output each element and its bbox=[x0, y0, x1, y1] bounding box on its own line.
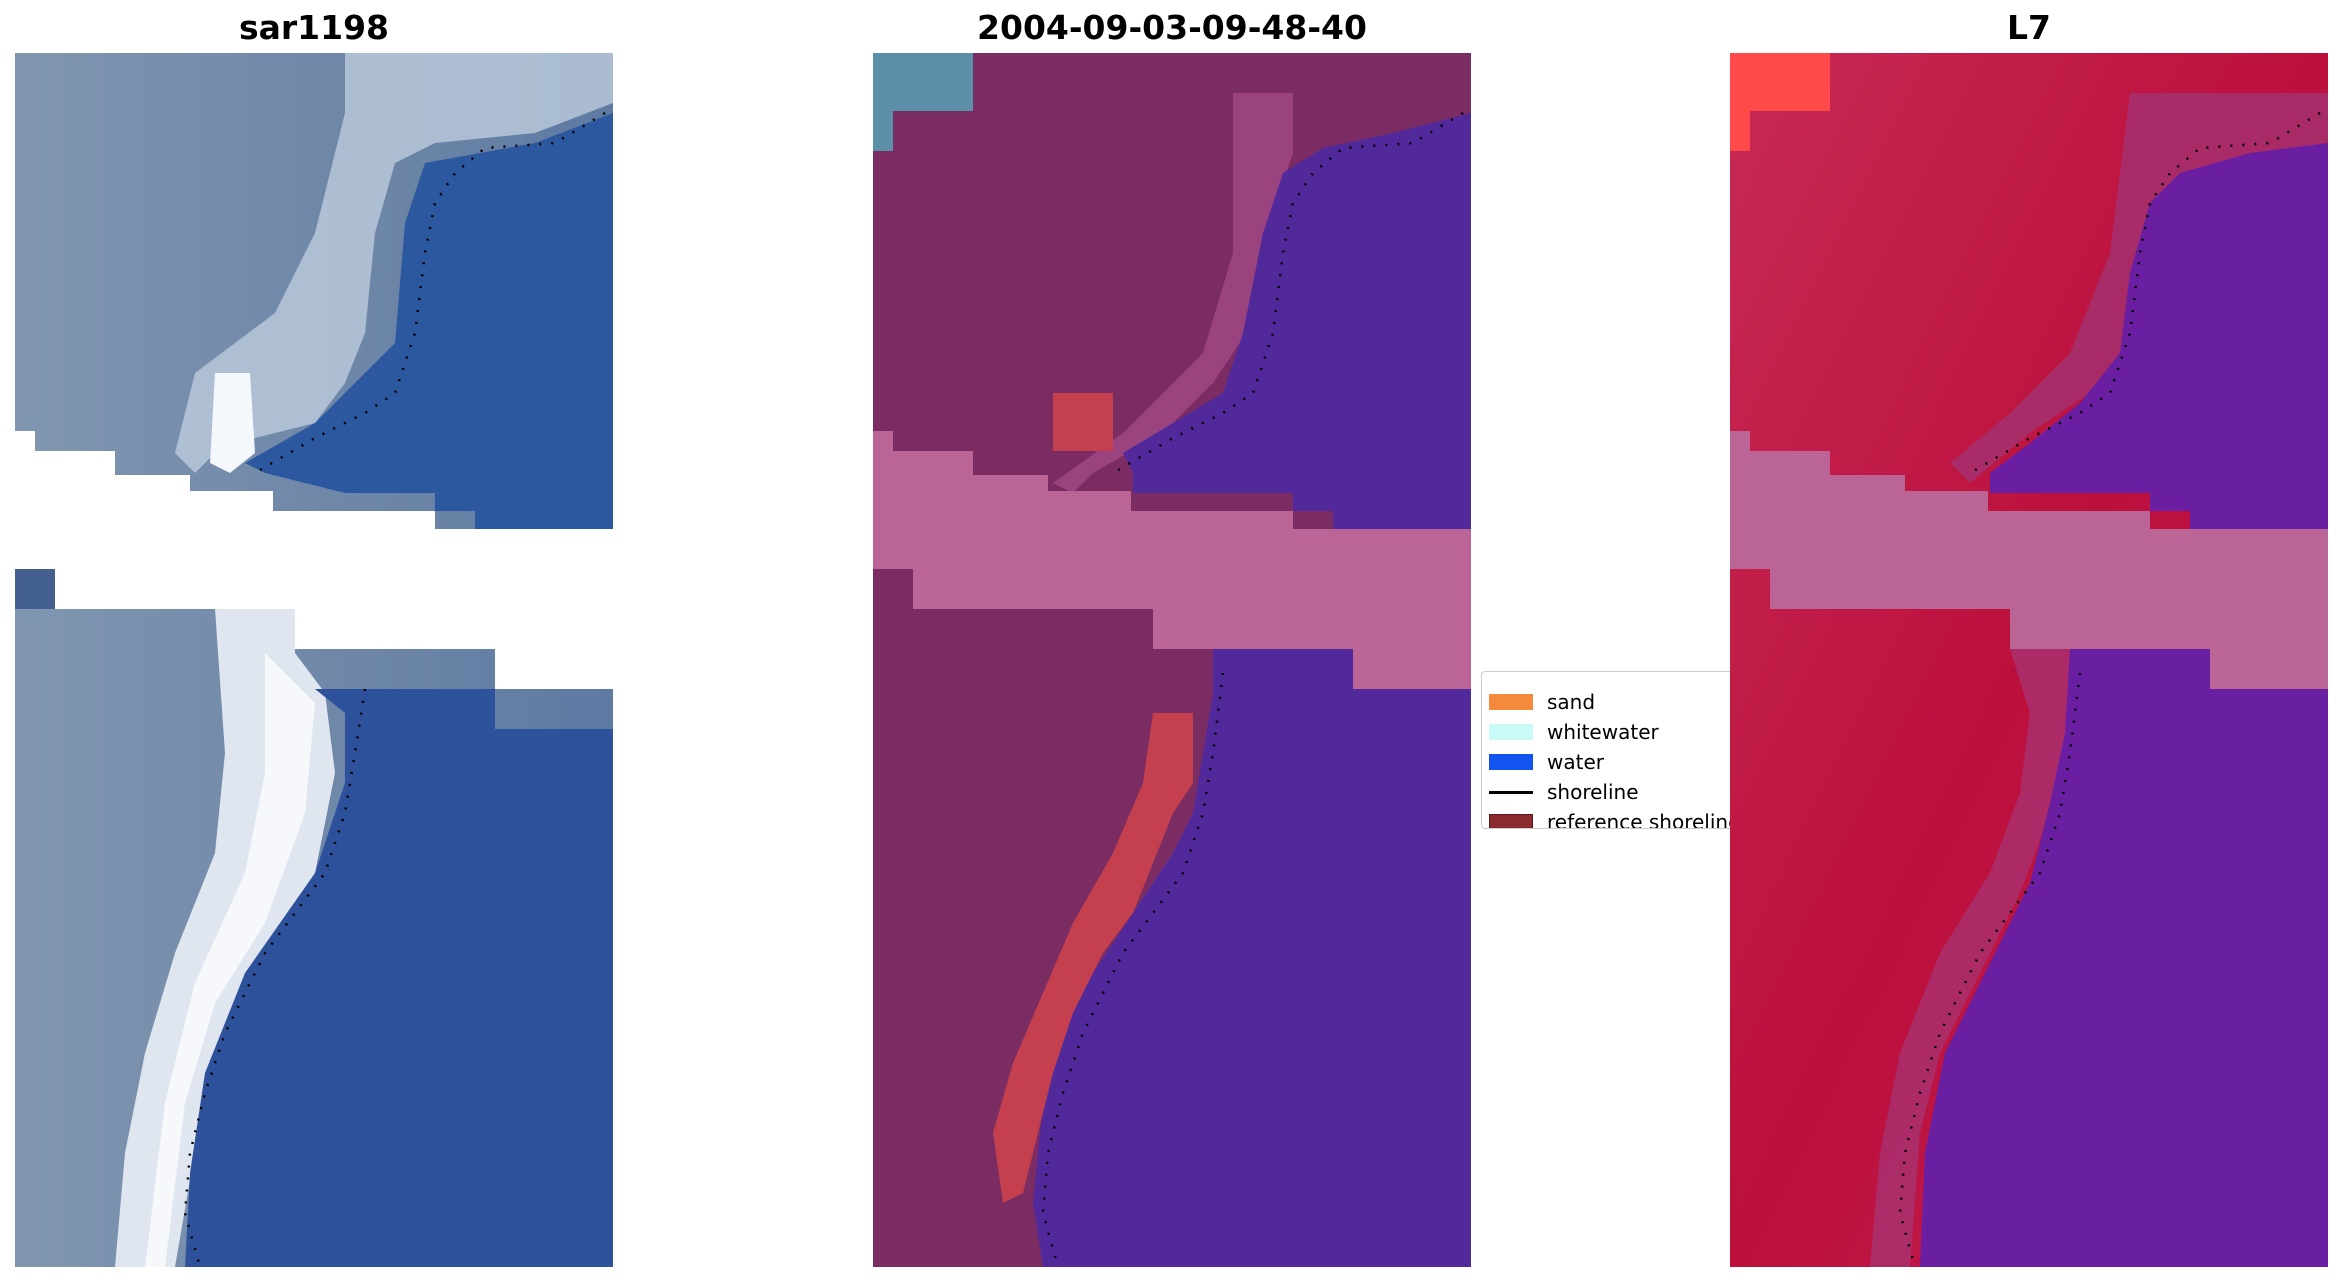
ndwi-panel bbox=[1730, 53, 2328, 1267]
ndwi-corner-2 bbox=[1730, 111, 1750, 151]
rgb-water-bottom bbox=[185, 689, 613, 1267]
legend-swatch-sand bbox=[1489, 694, 1533, 710]
class-water-top bbox=[1123, 113, 1471, 529]
rgb-whitewater-top bbox=[175, 53, 613, 473]
rgb-whitewater-bright bbox=[210, 373, 255, 473]
legend-label-water: water bbox=[1547, 750, 1604, 774]
panel-title-rgb: sar1198 bbox=[238, 8, 390, 47]
panel-title-classification: 2004-09-03-09-48-40 bbox=[977, 8, 1367, 47]
rgb-whitewater-core bbox=[145, 653, 315, 1267]
class-water-bottom bbox=[1033, 649, 1471, 1267]
legend-line-shoreline bbox=[1489, 791, 1533, 794]
legend-swatch-whitewater bbox=[1489, 724, 1533, 740]
legend-swatch-water bbox=[1489, 754, 1533, 770]
rgb-nodata-gap bbox=[15, 431, 613, 689]
class-corner bbox=[873, 53, 973, 111]
panel-title-ndwi: L7 bbox=[2007, 8, 2051, 47]
legend-label-reference-shoreline: reference shoreline bbox=[1547, 810, 1730, 829]
rgb-land-bottom bbox=[15, 569, 55, 609]
ndwi-shoreline-bottom bbox=[1898, 672, 2082, 1267]
class-shoreline-bottom bbox=[1041, 672, 1225, 1267]
class-reference-top bbox=[1053, 393, 1113, 451]
legend-label-whitewater: whitewater bbox=[1547, 720, 1659, 744]
rgb-image-panel bbox=[15, 53, 613, 1267]
rgb-water-top bbox=[245, 113, 613, 529]
ndwi-corner bbox=[1730, 53, 1830, 111]
legend-label-sand: sand bbox=[1547, 690, 1596, 714]
legend-label-shoreline: shoreline bbox=[1547, 780, 1639, 804]
legend: sand whitewater water shoreline referenc… bbox=[1481, 671, 1730, 829]
ndwi-water-top bbox=[1990, 143, 2328, 529]
class-corner-2 bbox=[873, 111, 893, 151]
class-cloud-mask bbox=[873, 431, 1471, 689]
ndwi-water-bottom bbox=[1920, 649, 2328, 1267]
ndwi-cloud-mask bbox=[1730, 431, 2328, 689]
class-reference-bottom bbox=[993, 713, 1193, 1203]
ndwi-transition-bottom bbox=[1870, 649, 2070, 1267]
class-sand-fringe bbox=[1053, 93, 1293, 493]
legend-swatch-reference-shoreline bbox=[1489, 814, 1533, 828]
classification-panel bbox=[873, 53, 1471, 1267]
